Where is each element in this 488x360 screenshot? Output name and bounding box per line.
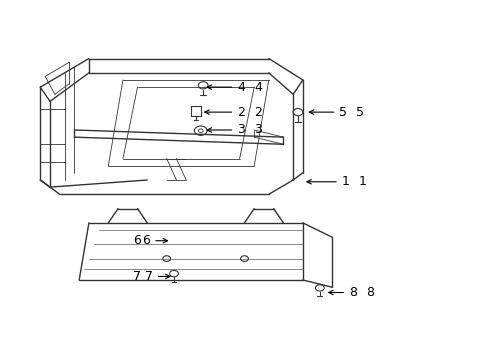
Text: 1: 1 (306, 175, 349, 188)
Text: 6: 6 (142, 234, 167, 247)
Text: 4: 4 (207, 81, 244, 94)
Text: 3: 3 (207, 123, 244, 136)
Text: 7: 7 (132, 270, 141, 283)
Text: 1: 1 (358, 175, 366, 188)
Text: 8: 8 (366, 286, 373, 299)
Text: 6: 6 (132, 234, 140, 247)
Text: 7: 7 (144, 270, 170, 283)
Text: 3: 3 (254, 123, 262, 136)
Text: 4: 4 (254, 81, 262, 94)
Text: 5: 5 (356, 105, 364, 119)
Text: 2: 2 (204, 105, 244, 119)
Text: 8: 8 (328, 286, 356, 299)
Text: 5: 5 (309, 105, 346, 119)
Text: 2: 2 (254, 105, 262, 119)
